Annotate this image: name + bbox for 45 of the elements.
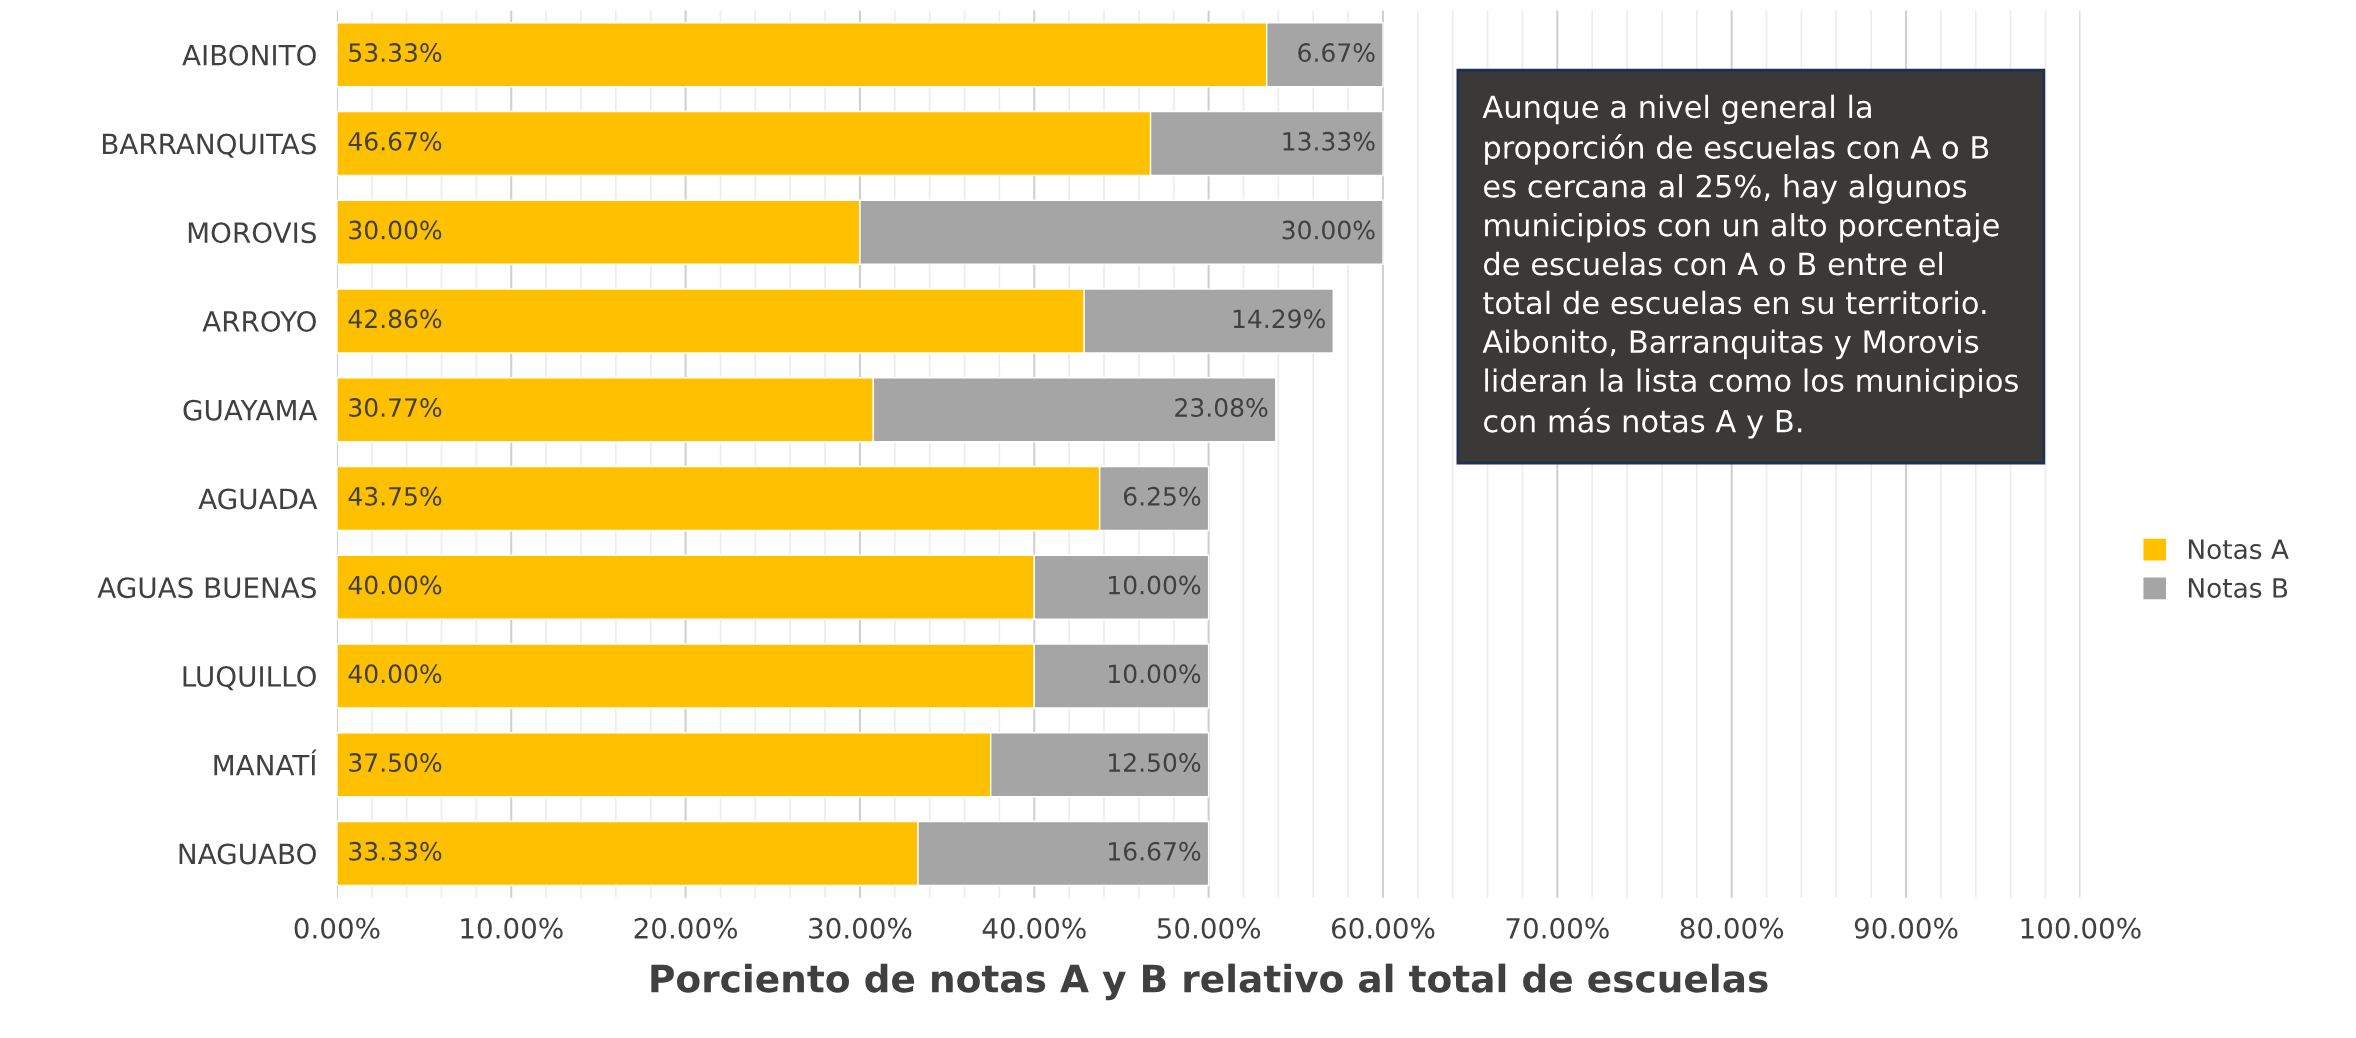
x-tick-label: 90.00% [1854, 917, 1958, 939]
y-tick-label: MANATÍ [214, 749, 317, 776]
data-label: 12.50% [1109, 753, 1201, 772]
y-tick-label: BARRANQUITAS [103, 133, 316, 158]
y-tick-label: MOROVIS [188, 222, 316, 244]
data-label: 30.77% [349, 398, 442, 417]
data-label: 33.33% [349, 841, 442, 861]
data-label: 6.67% [1298, 43, 1375, 63]
x-tick-label: 30.00% [809, 917, 912, 939]
data-label: 16.67% [1109, 841, 1201, 861]
data-label: 14.29% [1233, 309, 1325, 329]
y-tick-label: LUQUILLO [183, 665, 316, 691]
legend-label: Notas B [2188, 578, 2288, 598]
y-tick-label: AGUADA [198, 488, 318, 510]
x-axis-title: Porciento de notas A y B relativo al total de escuelas [651, 963, 1768, 1001]
x-tick-label: 0.00% [294, 917, 380, 939]
data-label: 42.86% [348, 309, 442, 329]
y-tick-label: NAGUABO [179, 843, 316, 865]
y-tick-label: AIBONITO [182, 44, 316, 66]
data-label: 23.08% [1175, 398, 1268, 417]
data-label: 43.75% [348, 486, 442, 506]
data-label: 46.67% [348, 131, 442, 151]
x-tick-label: 20.00% [634, 917, 738, 939]
data-label: 40.00% [348, 575, 442, 595]
x-tick-label: 100.00% [2021, 917, 2141, 939]
y-tick-label: AGUAS BUENAS [97, 577, 316, 599]
x-tick-label: 80.00% [1680, 917, 1784, 939]
data-label: 37.50% [349, 753, 442, 772]
legend-label: Notas A [2188, 539, 2289, 560]
data-label: 10.00% [1109, 575, 1201, 595]
data-label: 13.33% [1283, 131, 1375, 151]
data-label: 30.00% [1282, 220, 1375, 240]
x-tick-label: 50.00% [1157, 917, 1261, 939]
data-label: 6.25% [1123, 486, 1201, 506]
x-tick-label: 70.00% [1506, 917, 1609, 939]
x-tick-label: 60.00% [1331, 917, 1435, 939]
data-label: 40.00% [348, 664, 442, 684]
x-tick-label: 10.00% [461, 917, 563, 939]
text: Aunque a nivel general la proporción de escuelas con A o B es cercana al 25%, hay algunos municipios con un alto porcentaje de escuelas con A o B entre el total de escuelas en su territorio. Aibonito, Barranquitas y Morovis lideran la lista como los municipios con más notas A y B. [1482, 94, 2018, 439]
data-label: 53.33% [349, 43, 442, 63]
data-label: 10.00% [1109, 664, 1201, 684]
y-tick-label: GUAYAMA [183, 399, 318, 421]
y-tick-label: ARROYO [202, 310, 316, 332]
data-label: 30.00% [349, 220, 442, 240]
x-tick-label: 40.00% [982, 917, 1086, 939]
